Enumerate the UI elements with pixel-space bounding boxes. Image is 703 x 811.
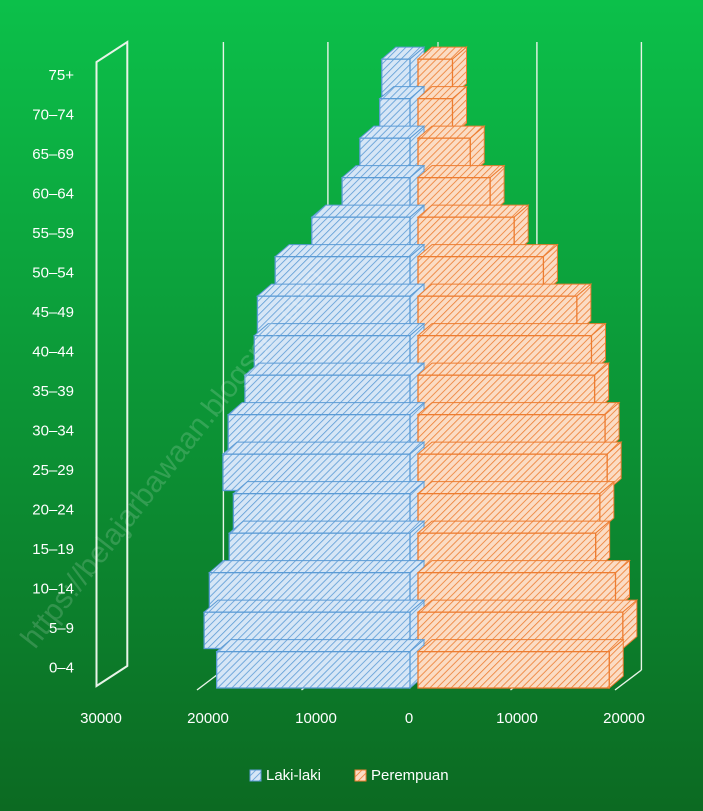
bar-top-face	[416, 283, 593, 297]
bar-top-face	[226, 402, 426, 416]
bars-layer	[202, 46, 639, 690]
legend-label-perempuan: Perempuan	[371, 767, 449, 784]
legend-swatch-laki-laki	[249, 769, 262, 782]
bar-top-face	[416, 165, 506, 179]
bar-laki-laki-35-39	[243, 362, 426, 413]
legend-label-laki-laki: Laki-laki	[266, 767, 321, 784]
bar-front-face	[216, 651, 411, 689]
bar-top-face	[215, 639, 426, 653]
y-tick-label-70-74: 70–74	[32, 106, 74, 123]
bar-top-face	[416, 323, 607, 337]
y-tick-label-20-24: 20–24	[32, 501, 74, 518]
y-tick-label-60-64: 60–64	[32, 185, 74, 202]
legend-swatch-perempuan	[354, 769, 367, 782]
y-tick-label-40-44: 40–44	[32, 343, 74, 360]
y-tick-label-55-59: 55–59	[32, 225, 74, 242]
bar-top-face	[416, 362, 610, 376]
y-tick-label-15-19: 15–19	[32, 541, 74, 558]
bar-perempuan-0-4	[416, 638, 625, 690]
y-tick-label-75: 75+	[49, 67, 75, 84]
bar-perempuan-65-69	[416, 125, 486, 176]
y-tick-label-25-29: 25–29	[32, 462, 74, 479]
y-tick-label-30-34: 30–34	[32, 422, 74, 439]
bar-laki-laki-0-4	[215, 638, 426, 690]
bar-top-face	[416, 560, 631, 574]
bar-front-face	[417, 651, 610, 689]
bar-top-face	[310, 204, 426, 218]
bar-top-face	[416, 599, 639, 613]
y-tick-label-0-4: 0–4	[49, 659, 74, 676]
y-tick-label-5-9: 5–9	[49, 620, 74, 637]
bar-top-face	[416, 639, 625, 653]
x-tick-label: 30000	[80, 710, 122, 727]
x-tick-label: 20000	[187, 710, 229, 727]
y-tick-label-50-54: 50–54	[32, 264, 74, 281]
bar-top-face	[416, 204, 530, 218]
bar-top-face	[416, 441, 623, 455]
chart-legend: Laki-laki Perempuan	[249, 767, 449, 784]
bar-top-face	[416, 402, 621, 416]
bar-top-face	[416, 520, 612, 534]
x-tick-label: 10000	[496, 710, 538, 727]
y-tick-label-65-69: 65–69	[32, 146, 74, 163]
x-tick-label: 0	[405, 710, 413, 727]
bar-top-face	[232, 481, 426, 495]
x-tick-label: 10000	[295, 710, 337, 727]
bar-top-face	[227, 520, 426, 534]
bar-top-face	[221, 441, 426, 455]
x-axis-labels: 30000 20000 10000 0 10000 20000	[80, 710, 645, 727]
bar-top-face	[208, 560, 426, 574]
y-axis-labels: 0–4 5–9 10–14 15–19 20–24 25–29 30–34 35–39 40–4…	[32, 67, 74, 677]
y-tick-label-45-49: 45–49	[32, 304, 74, 321]
grid-back-wall	[95, 40, 129, 688]
bar-top-face	[243, 362, 426, 376]
y-tick-label-10-14: 10–14	[32, 580, 74, 597]
x-tick-label: 20000	[603, 710, 645, 727]
bar-top-face	[416, 481, 616, 495]
bar-top-face	[273, 244, 426, 258]
grid-line-floor	[614, 669, 642, 691]
bar-top-face	[416, 244, 559, 258]
bar-top-face	[202, 599, 426, 613]
y-tick-label-35-39: 35–39	[32, 383, 74, 400]
